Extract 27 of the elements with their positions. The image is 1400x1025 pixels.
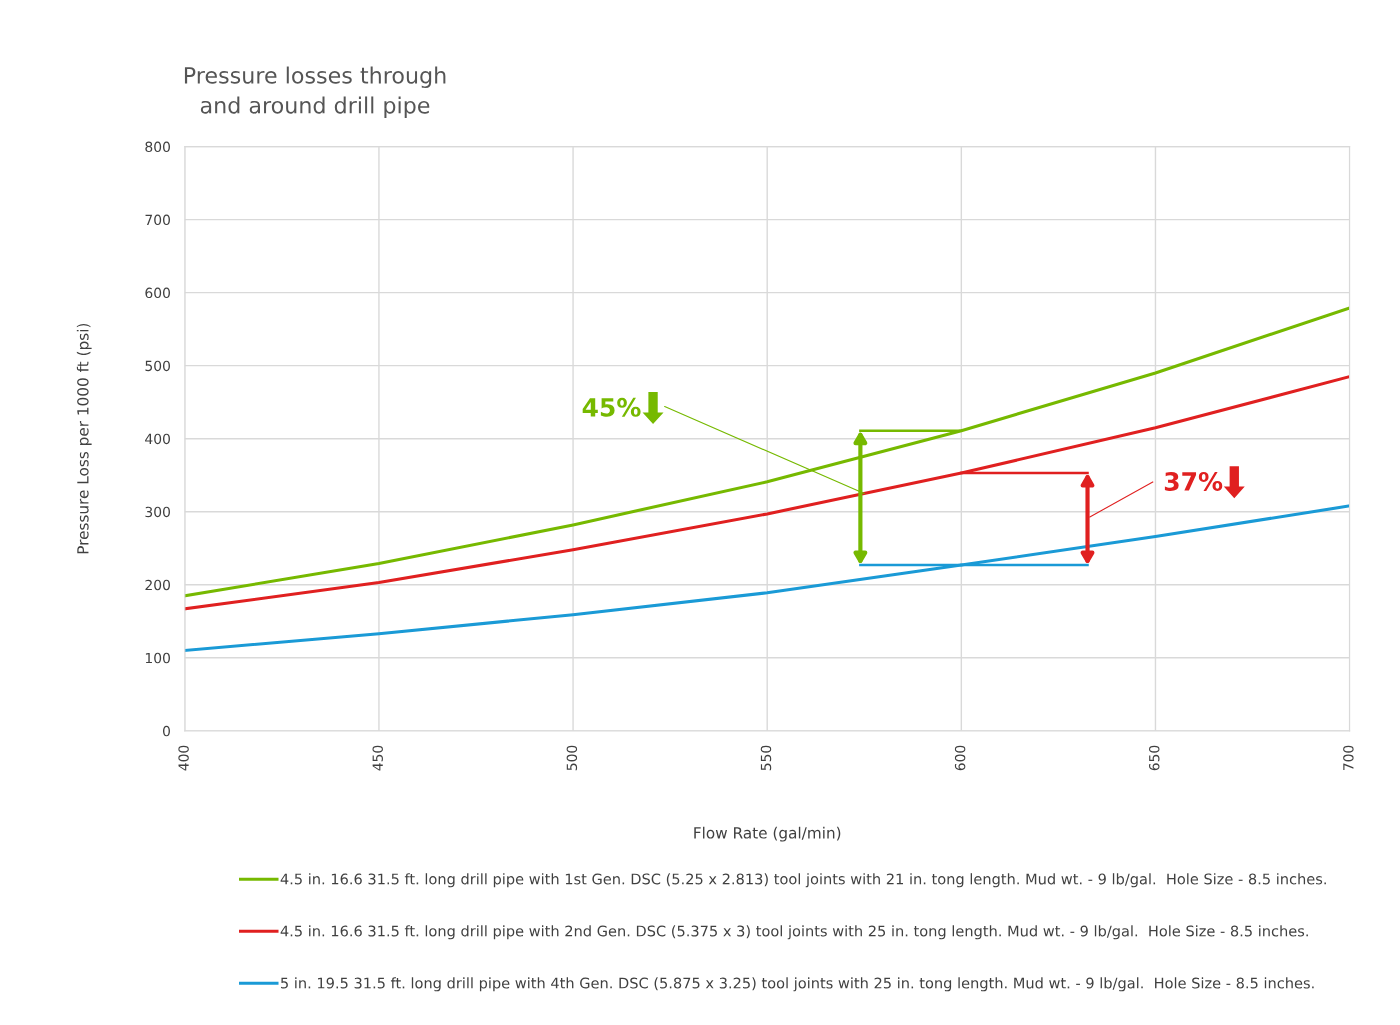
legend-label: 4.5 in. 16.6 31.5 ft. long drill pipe with 1st Gen. DSC (5.25 x 2.813) tool joints with 21 in. tong length. Mud wt. - 9 lb/gal. Hole Size - 8.5 inches. xyxy=(280,873,1326,888)
x-tick-label: 600 xyxy=(954,745,966,771)
line-series xyxy=(184,504,1350,653)
chart-title: Pressure losses through and around drill pipe xyxy=(184,66,446,118)
annotation: 37% xyxy=(1164,472,1223,491)
x-tick-label: 550 xyxy=(760,745,772,771)
y-tick-label: 600 xyxy=(145,287,170,299)
x-tick-label: 400 xyxy=(178,745,189,771)
y-tick-label: 300 xyxy=(145,506,170,518)
x-tick-label: 650 xyxy=(1148,745,1160,771)
legend-label: 4.5 in. 16.6 31.5 ft. long drill pipe with 2nd Gen. DSC (5.375 x 3) tool joints with 25 in. tong length. Mud wt. - 9 lb/gal. Hole Size - 8.5 inches. xyxy=(280,925,1308,940)
y-tick-label: 0 xyxy=(162,725,170,737)
x-tick-label: 500 xyxy=(566,745,578,771)
line-series xyxy=(184,306,1350,598)
y-tick-label: 100 xyxy=(145,652,170,664)
line-series xyxy=(184,375,1350,611)
annotation: 45% xyxy=(582,397,641,417)
y-tick-label: 700 xyxy=(145,214,170,226)
x-axis-title: Flow Rate (gal/min) xyxy=(694,826,841,842)
y-tick-label: 500 xyxy=(145,360,170,372)
y-axis-title: Pressure Loss per 1000 ft (psi) xyxy=(76,323,92,554)
y-tick-label: 200 xyxy=(145,579,170,591)
y-tick-label: 800 xyxy=(145,141,170,153)
x-tick-label: 450 xyxy=(372,745,383,771)
y-tick-label: 400 xyxy=(145,433,170,445)
x-tick-label: 700 xyxy=(1343,745,1354,771)
legend-label: 5 in. 19.5 31.5 ft. long drill pipe with 4th Gen. DSC (5.875 x 3.25) tool joints with 25 in. tong length. Mud wt. - 9 lb/gal. Hole Size - 8.5 inches. xyxy=(281,977,1314,992)
